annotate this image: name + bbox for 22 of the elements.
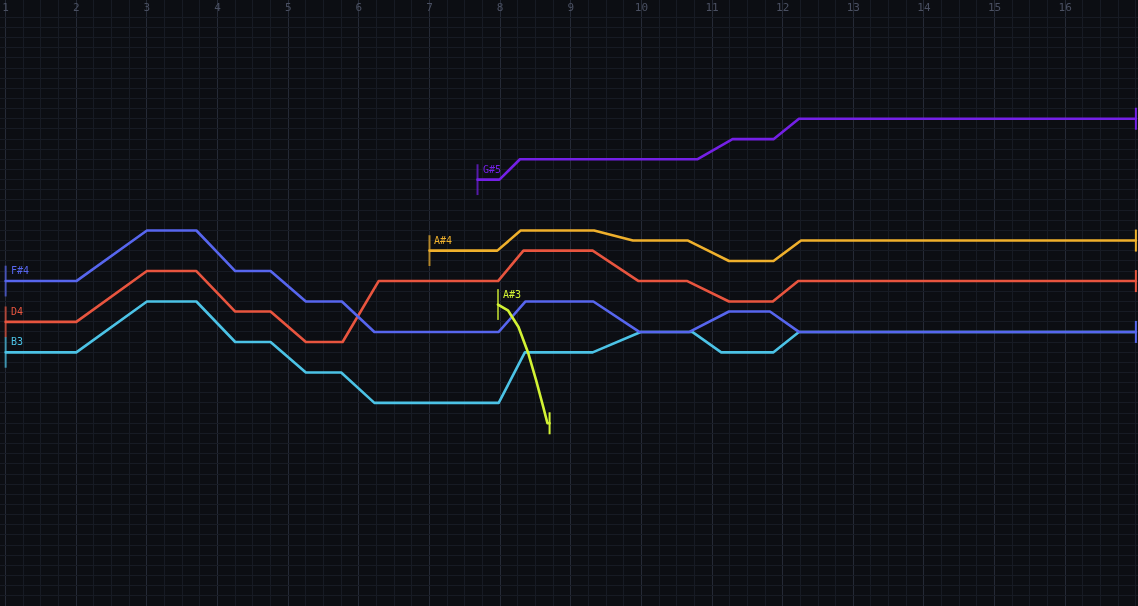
series-label: G#5 <box>483 164 502 175</box>
series-label: B3 <box>11 336 24 347</box>
series-label: D4 <box>11 306 24 317</box>
x-tick-label: 2 <box>72 0 80 14</box>
x-tick-label: 6 <box>355 0 363 14</box>
x-tick-label: 5 <box>284 0 292 14</box>
x-tick-label: 14 <box>917 0 931 14</box>
x-tick-label: 1 <box>2 0 9 14</box>
x-tick-label: 16 <box>1058 0 1072 14</box>
x-tick-label: 9 <box>567 0 575 14</box>
x-tick-label: 11 <box>705 0 719 14</box>
x-tick-label: 15 <box>987 0 1002 14</box>
series-label: A#4 <box>434 235 453 246</box>
x-tick-label: 8 <box>496 0 504 14</box>
x-tick-label: 3 <box>143 0 151 14</box>
series-label: A#3 <box>503 289 522 300</box>
x-tick-label: 13 <box>846 0 860 14</box>
series-label: F#4 <box>11 265 30 276</box>
x-tick-label: 4 <box>214 0 222 14</box>
x-tick-label: 12 <box>776 0 790 14</box>
x-tick-label: 10 <box>634 0 649 14</box>
x-tick-label: 7 <box>426 0 433 14</box>
